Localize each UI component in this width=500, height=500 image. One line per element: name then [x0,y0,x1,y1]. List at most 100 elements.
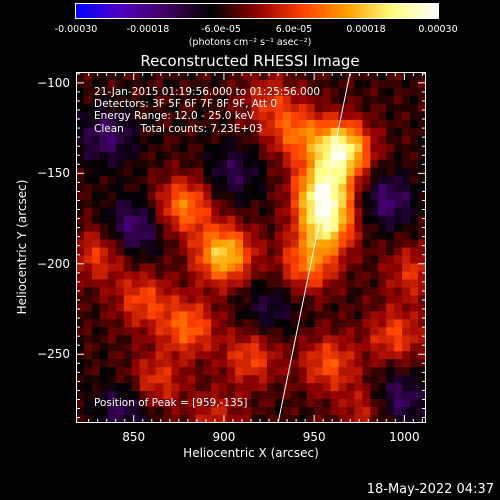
heatmap-cell [402,199,411,209]
heatmap-cell [195,151,204,161]
heatmap-cell [203,231,212,241]
heatmap-cell [266,335,276,344]
heatmap-cell [107,367,117,376]
heatmap-cell [171,183,180,193]
heatmap-cell [274,183,284,193]
heatmap-cell [418,303,426,312]
heatmap-cell [362,303,371,312]
heatmap-cell [139,167,149,177]
heatmap-cell [410,151,419,161]
heatmap-cell [346,207,355,217]
heatmap-cell [298,375,308,384]
heatmap-cell [187,407,196,416]
heatmap-cell [203,303,212,312]
heatmap-cell [107,231,117,241]
heatmap-cell [219,79,228,89]
heatmap-cell [91,151,101,161]
heatmap-cell [139,343,149,352]
heatmap-cell [179,287,188,296]
heatmap-cell [203,295,212,304]
heatmap-cell [147,343,157,352]
heatmap-cell [115,367,125,376]
heatmap-cell [378,207,387,217]
heatmap-cell [274,127,284,137]
heatmap-cell [235,263,244,273]
heatmap-cell [274,359,284,368]
heatmap-cell [290,351,300,360]
heatmap-cell [330,343,340,352]
heatmap-cell [211,407,220,416]
heatmap-cell [219,271,228,281]
heatmap-cell [338,143,348,153]
heatmap-cell [203,79,212,89]
heatmap-cell [203,111,212,121]
heatmap-cell [131,375,141,384]
heatmap-cell [258,311,268,320]
heatmap-cell [394,271,403,281]
heatmap-cell [306,151,316,161]
heatmap-cell [219,383,228,392]
heatmap-cell [266,95,276,105]
heatmap-cell [282,111,292,121]
heatmap-cell [99,319,109,328]
detectors-text: Detectors: 3F 5F 6F 7F 8F 9F, Att 0 [94,98,278,111]
heatmap-cell [274,151,284,161]
heatmap-cell [139,143,149,153]
heatmap-cell [155,175,165,185]
heatmap-cell [91,167,101,177]
heatmap-cell [251,263,260,273]
heatmap-cell [203,103,212,113]
heatmap-cell [76,287,85,296]
heatmap-cell [314,255,324,265]
heatmap-cell [282,151,292,161]
heatmap-cell [298,263,308,273]
heatmap-cell [362,191,371,201]
heatmap-cell [83,239,93,249]
heatmap-cell [179,135,188,145]
heatmap-cell [187,343,196,352]
heatmap-cell [362,151,371,161]
heatmap-cell [171,223,180,233]
heatmap-cell [338,239,348,249]
heatmap-cell [402,263,411,273]
heatmap-cell [298,103,308,113]
heatmap-cell [418,327,426,336]
heatmap-cell [155,415,165,423]
heatmap-cell [227,207,236,217]
heatmap-cell [266,247,276,257]
heatmap-cell [187,375,196,384]
heatmap-cell [370,287,379,296]
heatmap-cell [107,263,117,273]
heatmap-cell [139,287,149,296]
heatmap-cell [410,279,419,288]
heatmap-cell [227,415,236,423]
heatmap-cell [115,231,125,241]
heatmap-cell [179,175,188,185]
heatmap-cell [131,255,141,265]
heatmap-cell [251,279,260,288]
heatmap-cell [386,343,395,352]
heatmap-cell [354,159,363,169]
heatmap-cell [338,87,348,97]
heatmap-cell [163,223,173,233]
heatmap-cell [362,183,371,193]
heatmap-cell [322,335,332,344]
heatmap-cell [195,199,204,209]
heatmap-cell [290,375,300,384]
heatmap-cell [330,207,340,217]
heatmap-cell [251,119,260,129]
heatmap-cell [338,127,348,137]
heatmap-cell [338,295,348,304]
heatmap-cell [139,159,149,169]
heatmap-cell [378,399,387,408]
heatmap-cell [235,119,244,129]
heatmap-cell [91,295,101,304]
heatmap-cell [139,223,149,233]
heatmap-cell [147,135,157,145]
heatmap-cell [243,191,252,201]
heatmap-cell [322,119,332,129]
heatmap-cell [290,119,300,129]
heatmap-cell [219,119,228,129]
heatmap-cell [322,199,332,209]
heatmap-cell [266,415,276,423]
